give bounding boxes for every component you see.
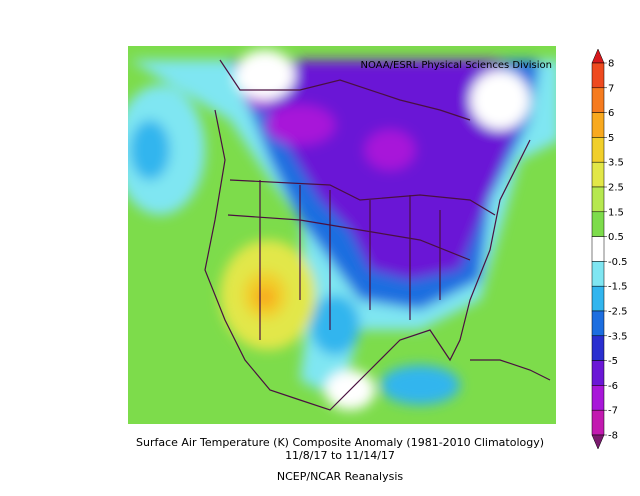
colorbar-label: 7 [608,83,614,94]
colorbar-label: 6 [608,108,614,119]
colorbar-swatch [591,161,605,188]
colorbar-swatch [591,335,605,361]
colorbar-end [591,434,605,450]
colorbar-swatch [591,137,605,163]
caption-title: Surface Air Temperature (K) Composite An… [136,436,544,449]
colorbar-label: 2.5 [608,183,624,194]
map [128,46,556,424]
colorbar-swatch [591,360,605,386]
caption-dates: 11/8/17 to 11/14/17 [285,449,395,462]
colorbar-swatch [591,211,605,237]
colorbar-swatch [591,385,605,411]
colorbar-swatch [591,62,605,89]
colorbar-label: -5 [608,356,618,367]
colorbar-swatch [591,285,605,312]
colorbar-swatch [591,261,605,287]
colorbar-label: -0.5 [608,257,628,268]
colorbar-swatch [591,236,605,262]
colorbar-swatch [591,112,605,138]
colorbar-label: 5 [608,133,614,144]
colorbar-swatch [591,310,605,337]
colorbar-label: 1.5 [608,207,624,218]
colorbar-swatch [591,186,605,213]
colorbar-swatch [591,409,605,436]
caption-source: NCEP/NCAR Reanalysis [277,470,403,483]
colorbar-label: 8 [608,59,614,70]
colorbar-swatch [591,87,605,113]
colorbar: 8 7 6 5 3.5 2.5 1.5 0.5 -0.5 -1.5 -2.5 -3.5 -5 -6 -7 -8 [591,48,628,450]
colorbar-label: -1.5 [608,282,628,293]
colorbar-label: -8 [608,431,618,442]
colorbar-label: -3.5 [608,331,628,342]
credit: NOAA/ESRL Physical Sciences Division [361,60,553,71]
colorbar-label: 0.5 [608,232,624,243]
colorbar-label: -6 [608,381,618,392]
colorbar-label: -2.5 [608,307,628,318]
colorbar-label: 3.5 [608,158,624,169]
colorbar-label: -7 [608,406,618,417]
colorbar-end [591,48,605,64]
coastlines [204,59,551,411]
